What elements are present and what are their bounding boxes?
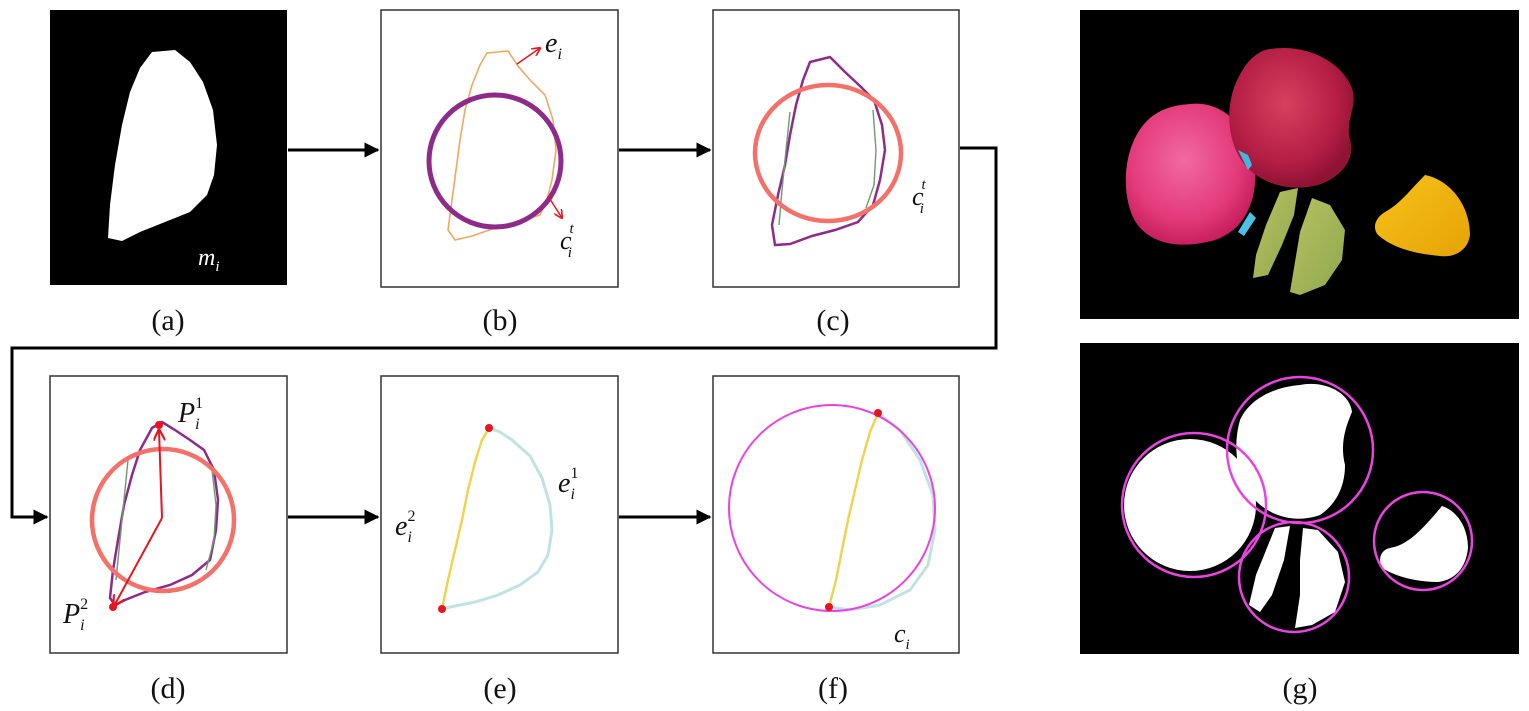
edge-e2 <box>827 412 880 608</box>
orange-slice <box>1374 175 1470 257</box>
slice-right <box>1290 198 1345 295</box>
slice-left <box>1253 188 1298 278</box>
fitted-circle-4 <box>1372 490 1474 592</box>
cyan-sliver-bottom <box>1238 212 1256 236</box>
panel-b: ei ct i (b) <box>380 9 619 337</box>
label-e2: e2 i <box>395 508 415 546</box>
mask-region-orange <box>1380 506 1468 582</box>
panel-c: ct i (c) <box>712 9 960 337</box>
caption-f: (f) <box>818 672 848 705</box>
panel-a: mi (a) <box>50 10 287 337</box>
circle-t <box>89 446 237 594</box>
fitted-circle-1 <box>1120 431 1268 579</box>
edge-e2 <box>440 427 491 610</box>
panel-e-frame <box>380 375 619 654</box>
inner-edge-right <box>205 469 217 571</box>
mask-shape <box>108 50 217 241</box>
inner-edge <box>115 459 129 581</box>
label-p1: P1 i <box>177 395 203 433</box>
panel-f: ci (f) <box>712 375 960 705</box>
caption-e: (e) <box>483 672 516 705</box>
red-fruit <box>1229 47 1354 188</box>
pink-fruit <box>1125 103 1256 245</box>
caption-c: (c) <box>816 304 849 337</box>
endpoint-bottom <box>825 603 833 611</box>
caption-a: (a) <box>151 304 184 337</box>
panel-e: e1 i e2 i (e) <box>380 375 619 705</box>
panel-g-mask: (g) <box>1080 343 1519 705</box>
panel-d: P1 i P2 i (d) <box>49 375 288 705</box>
mask-region-slice-left <box>1249 526 1290 612</box>
panel-c-frame <box>712 9 960 288</box>
mask-label: mi <box>198 245 220 275</box>
label-p2: P2 i <box>62 596 88 634</box>
fitted-circle-3 <box>1237 520 1351 634</box>
label-final-circle: ci <box>894 619 910 653</box>
endpoint-bottom <box>438 605 446 613</box>
final-circle <box>728 404 936 612</box>
mask-region-pink <box>1124 439 1256 571</box>
edge-e1 <box>441 426 554 611</box>
endpoint-top <box>874 409 882 417</box>
radius-to-p1 <box>159 430 162 519</box>
inner-edge-right <box>865 109 877 209</box>
label-circle-t: ct i <box>560 221 575 261</box>
point-p2 <box>109 603 117 611</box>
mask-region-red <box>1236 383 1352 519</box>
panel-d-frame <box>49 375 288 654</box>
label-edge: ei <box>545 28 562 63</box>
endpoint-top <box>485 424 493 432</box>
arrow-c-to-d <box>10 146 998 525</box>
arrow-to-circle <box>547 195 562 218</box>
caption-d: (d) <box>151 672 186 705</box>
cyan-contour <box>828 411 937 612</box>
panel-g-photo <box>1080 10 1519 319</box>
outer-contour <box>770 55 887 247</box>
cyan-sliver <box>1238 150 1252 170</box>
arrow-to-edge <box>516 48 540 65</box>
label-circle-t: ct i <box>912 177 927 217</box>
caption-b: (b) <box>483 304 518 337</box>
flow-arrows <box>10 142 998 525</box>
caption-g: (g) <box>1283 672 1318 705</box>
fitted-circle-t <box>426 92 564 230</box>
mask-region-slice-right <box>1295 528 1345 628</box>
point-p1 <box>155 421 163 429</box>
radius-to-p2 <box>114 517 163 606</box>
label-e1: e1 i <box>558 465 578 503</box>
circle-t <box>752 82 904 224</box>
panel-b-frame <box>380 9 619 288</box>
